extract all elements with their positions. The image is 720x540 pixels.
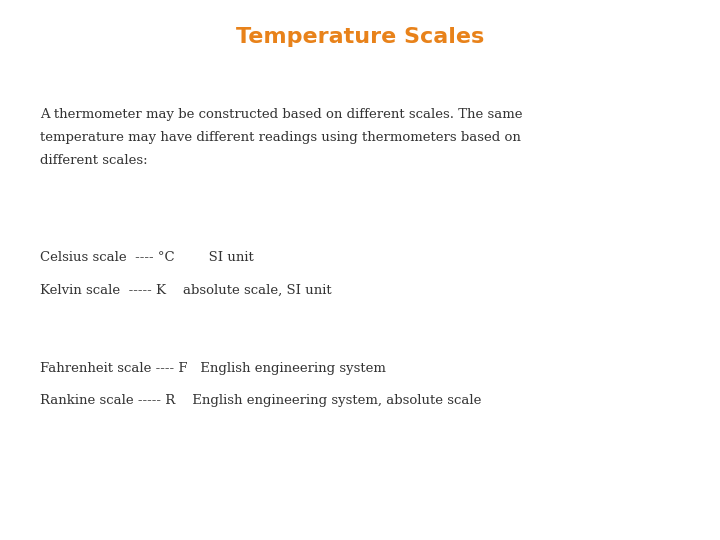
Text: Fahrenheit scale ---- F   English engineering system: Fahrenheit scale ---- F English engineer…: [40, 362, 385, 375]
Text: Temperature Scales: Temperature Scales: [236, 27, 484, 47]
Text: A thermometer may be constructed based on different scales. The same
temperature: A thermometer may be constructed based o…: [40, 108, 522, 167]
Text: Rankine scale ----- R    English engineering system, absolute scale: Rankine scale ----- R English engineerin…: [40, 394, 481, 407]
Text: Kelvin scale  ----- K    absolute scale, SI unit: Kelvin scale ----- K absolute scale, SI …: [40, 284, 331, 296]
Text: Celsius scale  ---- °C        SI unit: Celsius scale ---- °C SI unit: [40, 251, 253, 264]
